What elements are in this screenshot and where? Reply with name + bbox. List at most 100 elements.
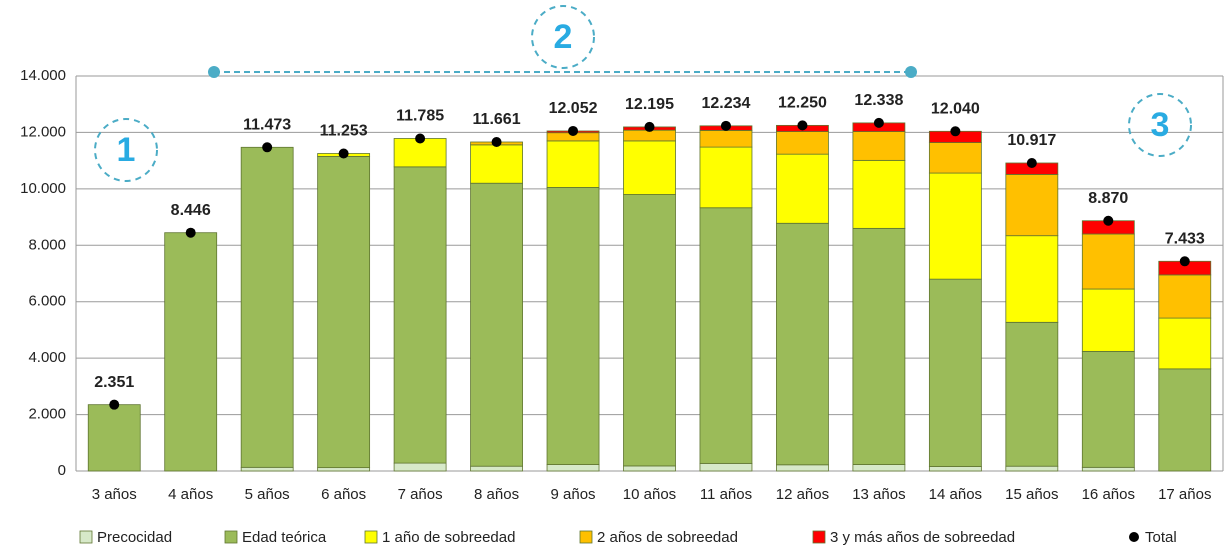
bar-segment	[240, 466, 294, 472]
legend-label: 2 años de sobreedad	[597, 529, 738, 546]
bar-segment	[1005, 174, 1059, 237]
value-label: 11.253	[320, 123, 368, 140]
value-label: 12.250	[778, 95, 827, 112]
bar-segment	[852, 159, 906, 229]
bar-segment	[1158, 274, 1212, 319]
x-tick-label: 17 años	[1158, 486, 1211, 503]
total-dot	[797, 120, 808, 131]
bar-segment	[699, 462, 753, 472]
bar-segment	[317, 156, 371, 469]
bar-segment	[470, 144, 523, 184]
bar-segment	[928, 466, 982, 472]
y-tick-label: 12.000	[20, 123, 66, 140]
bar-segment	[164, 232, 218, 472]
legend-label: 3 y más años de sobreedad	[830, 529, 1015, 546]
y-tick-label: 4.000	[28, 349, 66, 366]
bar-segment	[699, 146, 753, 209]
value-label: 10.917	[1007, 132, 1056, 149]
x-tick-label: 6 años	[321, 486, 366, 503]
value-label: 12.052	[549, 100, 598, 117]
bar-segment	[852, 227, 906, 465]
total-dot	[415, 133, 426, 144]
x-tick-label: 13 años	[852, 486, 905, 503]
bar-segment	[776, 131, 829, 155]
legend-swatch	[79, 530, 93, 544]
value-label: 12.195	[625, 96, 674, 113]
bar-segment	[699, 130, 753, 148]
total-dot	[338, 148, 349, 159]
value-label: 12.338	[854, 92, 903, 109]
x-tick-label: 10 años	[623, 486, 676, 503]
x-tick-label: 4 años	[168, 486, 213, 503]
bar-segment	[623, 465, 676, 472]
bar-segment	[1081, 288, 1135, 352]
bar-segment	[1005, 321, 1059, 467]
value-label: 11.661	[473, 111, 521, 128]
bar-segment	[852, 464, 906, 472]
x-tick-label: 8 años	[474, 486, 519, 503]
total-dot	[1103, 215, 1114, 226]
legend-swatch	[364, 530, 378, 544]
total-dot	[1179, 256, 1190, 267]
legend-label: 1 año de sobreedad	[382, 529, 515, 546]
x-tick-label: 15 años	[1005, 486, 1058, 503]
y-tick-label: 8.000	[28, 236, 66, 253]
bar-segment	[928, 142, 982, 174]
total-dot	[950, 126, 961, 137]
value-label: 7.433	[1165, 231, 1205, 248]
legend-label: Total	[1145, 529, 1177, 546]
bar-segment	[699, 207, 753, 464]
total-dot	[185, 227, 196, 238]
annotation: 2	[554, 18, 573, 56]
value-label: 8.870	[1088, 190, 1128, 207]
bar-segment	[928, 172, 982, 280]
annotation-dot	[208, 66, 220, 78]
x-tick-label: 14 años	[929, 486, 982, 503]
bar-segment	[1158, 368, 1212, 472]
value-label: 12.234	[701, 95, 750, 112]
value-label: 11.785	[396, 108, 444, 125]
bar-segment	[928, 278, 982, 467]
bar-segment	[1081, 350, 1135, 468]
total-dot	[568, 125, 579, 136]
x-tick-label: 9 años	[551, 486, 596, 503]
bar-segment	[240, 146, 294, 468]
y-tick-label: 2.000	[28, 406, 66, 423]
legend-label: Edad teórica	[242, 529, 327, 546]
x-tick-label: 12 años	[776, 486, 829, 503]
bar-segment	[1081, 233, 1135, 290]
total-dot	[873, 117, 884, 128]
value-label: 12.040	[931, 101, 980, 118]
bar-segment	[393, 462, 447, 472]
total-dot	[109, 399, 120, 410]
x-tick-label: 11 años	[700, 486, 752, 503]
legend-swatch	[579, 530, 593, 544]
y-tick-label: 10.000	[20, 180, 66, 197]
y-tick-label: 14.000	[20, 67, 66, 84]
bar-segment	[776, 464, 829, 472]
bar-segment	[623, 140, 676, 195]
bar-segment	[546, 464, 600, 472]
value-label: 11.473	[243, 117, 291, 134]
annotation-dot	[905, 66, 917, 78]
bar-segment	[546, 140, 600, 188]
x-tick-label: 5 años	[245, 486, 290, 503]
annotation-circle	[1128, 93, 1192, 157]
bar-segment	[393, 166, 447, 464]
y-tick-label: 6.000	[28, 293, 66, 310]
value-label: 8.446	[171, 202, 211, 219]
annotation-circle	[531, 5, 595, 69]
bar-segment	[1005, 465, 1059, 472]
annotation: 1	[117, 131, 136, 169]
plot: 0 2.000 4.000 6.000 8.000 10.000 12.000 14.000 3…	[20, 67, 1224, 546]
legend-label: Precocidad	[97, 529, 172, 546]
bar-segment	[87, 404, 141, 472]
legend-swatch	[224, 530, 238, 544]
x-tick-label: 3 años	[92, 486, 137, 503]
total-dot	[262, 142, 273, 153]
y-tick-label: 0	[58, 462, 66, 479]
bar-segment	[776, 153, 829, 224]
total-dot	[720, 120, 731, 131]
bar-segment	[852, 131, 906, 161]
